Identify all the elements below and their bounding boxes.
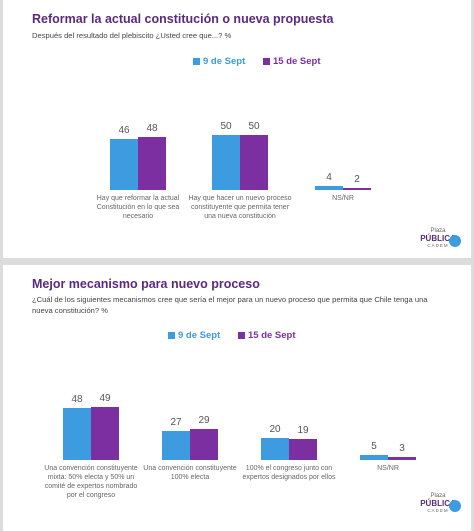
value-label: 50: [220, 121, 232, 132]
bar: [388, 456, 416, 460]
chart-title: Reformar la actual constitución o nueva …: [32, 12, 334, 26]
legend-swatch: [238, 332, 245, 339]
category-label: Una convención constituyente mixta: 50% …: [44, 465, 138, 499]
chart-subtitle: ¿Cuál de los siguientes mecanismos cree …: [32, 295, 428, 315]
logo-icon: [449, 500, 461, 512]
bar: [110, 139, 138, 190]
value-label: 27: [170, 416, 182, 428]
value-label: 29: [198, 414, 210, 426]
value-label: 46: [118, 125, 130, 137]
legend-label: 15 de Sept: [273, 56, 321, 67]
bar: [360, 454, 388, 460]
legend-label: 9 de Sept: [178, 330, 221, 341]
panel: Reformar la actual constitución o nueva …: [3, 0, 471, 258]
legend-swatch: [168, 332, 175, 339]
logo-text: CADEM: [427, 243, 449, 248]
bar: [138, 137, 166, 190]
logo-text: Plaza: [430, 228, 446, 234]
value-label: 50: [248, 121, 260, 132]
logo-text: Plaza: [430, 493, 446, 499]
value-label: 48: [146, 123, 158, 135]
value-label: 4: [326, 171, 332, 183]
chart-subtitle: Después del resultado del plebiscito ¿Us…: [32, 31, 232, 40]
bar: [91, 407, 119, 460]
bar: [212, 135, 240, 190]
legend-swatch: [263, 58, 270, 65]
value-label: 49: [99, 393, 111, 405]
legend-label: 9 de Sept: [203, 56, 246, 67]
value-label: 5: [371, 440, 377, 452]
category-label: 100% el congreso junto con expertos desi…: [242, 465, 336, 481]
bar: [315, 185, 343, 190]
value-label: 20: [269, 424, 281, 436]
legend-swatch: [193, 58, 200, 65]
bar: [63, 408, 91, 460]
logo-text: PÚBLICA: [420, 499, 456, 508]
bar: [289, 439, 317, 460]
value-label: 48: [71, 394, 83, 406]
logo: Plaza PÚBLICA CADEM: [418, 228, 458, 248]
chart-title: Mejor mecanismo para nuevo proceso: [32, 277, 260, 291]
bar: [190, 428, 218, 460]
value-label: 2: [354, 173, 360, 185]
value-label: 19: [297, 425, 309, 437]
category-label: NS/NR: [332, 195, 354, 202]
category-label: NS/NR: [377, 465, 399, 472]
logo-text: PÚBLICA: [420, 234, 456, 243]
category-label: Hay que reformar la actual Constitución …: [96, 195, 180, 220]
category-label: Una convención constituyente 100% electa: [143, 465, 237, 481]
bar: [261, 438, 289, 460]
bar: [240, 135, 268, 190]
logo-text: CADEM: [427, 508, 449, 513]
bar: [162, 430, 190, 460]
bar: [343, 187, 371, 190]
logo: Plaza PÚBLICA CADEM: [418, 493, 458, 513]
value-label: 3: [399, 442, 405, 454]
category-label: Hay que hacer un nuevo proceso constituy…: [188, 195, 292, 220]
logo-icon: [449, 235, 461, 247]
panel: Mejor mecanismo para nuevo proceso ¿Cuál …: [3, 265, 471, 531]
legend-label: 15 de Sept: [248, 330, 296, 341]
